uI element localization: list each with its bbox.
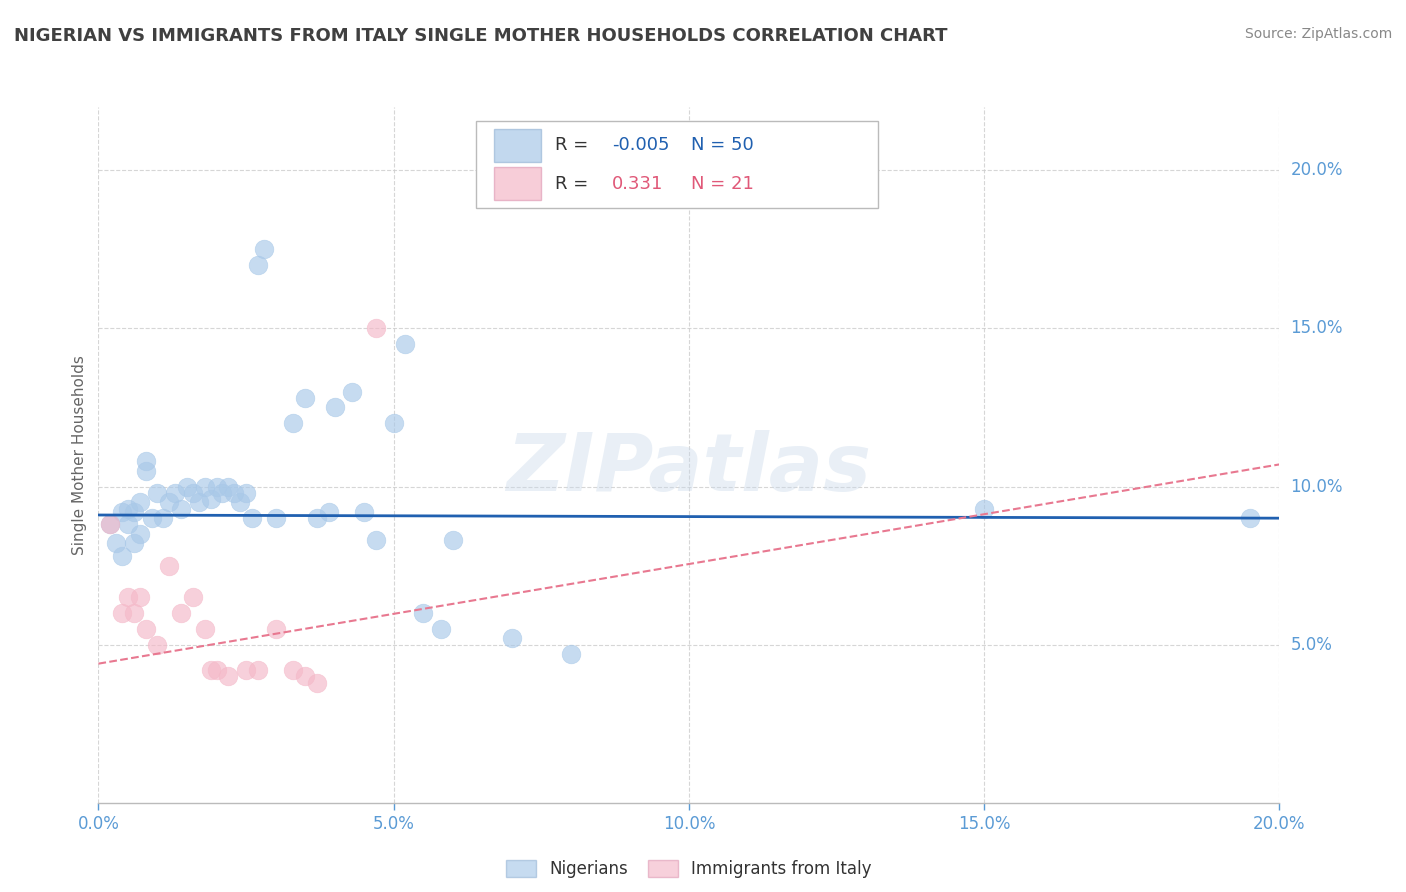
Point (187, 495, 209, 509)
Point (117, 501, 139, 516)
Text: Source: ZipAtlas.com: Source: ZipAtlas.com (1244, 27, 1392, 41)
Point (364, 533, 387, 548)
Point (240, 511, 263, 525)
Point (1239, 511, 1261, 525)
Point (141, 511, 163, 525)
Bar (494, 128, 541, 161)
Point (501, 632, 523, 646)
Point (170, 501, 193, 516)
Point (217, 669, 239, 683)
Text: R =: R = (555, 136, 595, 154)
Point (111, 606, 134, 620)
Point (128, 495, 150, 509)
Point (205, 663, 228, 677)
Point (364, 321, 387, 335)
Point (235, 663, 257, 677)
Point (246, 663, 269, 677)
Point (117, 517, 139, 532)
Point (176, 479, 198, 493)
Point (441, 533, 464, 548)
Point (170, 606, 193, 620)
Y-axis label: Single Mother Households: Single Mother Households (72, 355, 87, 555)
Point (294, 391, 316, 405)
Point (305, 511, 328, 525)
Point (128, 591, 150, 605)
Text: -0.005: -0.005 (612, 136, 669, 154)
Point (318, 505, 340, 519)
Text: 0.331: 0.331 (612, 175, 664, 193)
Point (122, 606, 145, 620)
Point (152, 511, 174, 525)
Point (111, 549, 134, 563)
Point (111, 505, 134, 519)
Point (200, 663, 222, 677)
Point (224, 486, 246, 500)
Point (200, 492, 222, 507)
Text: 5.0%: 5.0% (1291, 636, 1333, 654)
Point (181, 486, 204, 500)
Point (135, 622, 157, 636)
Point (323, 401, 346, 415)
Text: 10.0%: 10.0% (1291, 477, 1343, 496)
Point (560, 647, 582, 661)
Point (342, 384, 364, 399)
Point (217, 479, 239, 493)
Point (229, 495, 252, 509)
Point (412, 606, 434, 620)
Point (146, 486, 169, 500)
FancyBboxPatch shape (477, 121, 877, 208)
Point (98, 517, 121, 532)
Point (165, 486, 187, 500)
Point (128, 527, 150, 541)
Bar (494, 167, 541, 200)
Point (117, 591, 139, 605)
Point (135, 454, 157, 468)
Point (305, 675, 328, 690)
Text: ZIPatlas: ZIPatlas (506, 430, 872, 508)
Text: NIGERIAN VS IMMIGRANTS FROM ITALY SINGLE MOTHER HOUSEHOLDS CORRELATION CHART: NIGERIAN VS IMMIGRANTS FROM ITALY SINGLE… (14, 27, 948, 45)
Text: N = 50: N = 50 (692, 136, 754, 154)
Text: N = 21: N = 21 (692, 175, 754, 193)
Point (246, 258, 269, 272)
Point (253, 243, 276, 257)
Point (98, 517, 121, 532)
Point (283, 663, 305, 677)
Point (194, 479, 217, 493)
Point (235, 486, 257, 500)
Point (264, 622, 287, 636)
Point (122, 536, 145, 550)
Point (973, 501, 995, 516)
Point (122, 505, 145, 519)
Point (181, 591, 204, 605)
Point (294, 669, 316, 683)
Point (105, 536, 128, 550)
Text: R =: R = (555, 175, 595, 193)
Point (194, 622, 217, 636)
Point (211, 486, 233, 500)
Point (283, 417, 305, 431)
Point (394, 337, 416, 351)
Point (146, 638, 169, 652)
Point (264, 511, 287, 525)
Legend: Nigerians, Immigrants from Italy: Nigerians, Immigrants from Italy (499, 854, 879, 885)
Point (382, 417, 405, 431)
Point (430, 622, 453, 636)
Text: 15.0%: 15.0% (1291, 319, 1343, 337)
Point (135, 464, 157, 478)
Point (353, 505, 375, 519)
Point (205, 479, 228, 493)
Point (157, 558, 180, 573)
Point (157, 495, 180, 509)
Text: 20.0%: 20.0% (1291, 161, 1343, 179)
